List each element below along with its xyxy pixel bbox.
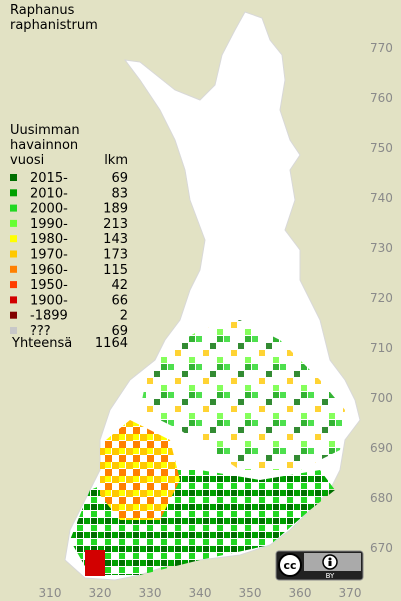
legend-swatch: [10, 296, 17, 304]
axes: 770 760 750 740 730 720 710 700 690 680 670 310 320 3…: [39, 41, 393, 600]
legend-count: 69: [111, 171, 128, 186]
y-axis-label: 720: [370, 291, 393, 305]
title-line: Raphanus: [10, 3, 75, 18]
y-axis-label: 740: [370, 191, 393, 205]
y-axis-label: 680: [370, 491, 393, 505]
legend: 2015- 69 2010- 83 2000- 189 1990- 213 1980- 143 19…: [10, 171, 128, 339]
legend-header: vuosi: [10, 153, 44, 168]
x-axis-label: 370: [339, 586, 362, 600]
legend-swatch: [10, 204, 17, 212]
legend-count: 173: [103, 248, 128, 263]
legend-swatch: [10, 265, 17, 273]
legend-swatch: [10, 281, 17, 289]
license-label: BY: [326, 572, 335, 580]
legend-count: 83: [111, 186, 128, 201]
x-axis-label: 330: [139, 586, 162, 600]
legend-count: 66: [111, 293, 128, 308]
x-axis-label: 360: [289, 586, 312, 600]
legend-label: 1960-: [30, 263, 68, 278]
legend-total-label: Yhteensä: [11, 336, 72, 351]
y-axis-label: 690: [370, 441, 393, 455]
x-axis-label: 310: [39, 586, 62, 600]
y-axis-label: 750: [370, 141, 393, 155]
legend-count: 143: [103, 232, 128, 247]
legend-swatch: [10, 189, 17, 197]
y-axis-label: 730: [370, 241, 393, 255]
x-axis-label: 350: [239, 586, 262, 600]
svg-text:cc: cc: [283, 559, 296, 572]
legend-label: 1990-: [30, 217, 68, 232]
y-axis-label: 710: [370, 341, 393, 355]
legend-count: 189: [103, 202, 128, 217]
records-red: [85, 550, 105, 576]
legend-count: 69: [111, 324, 128, 339]
legend-label: 1900-: [30, 293, 68, 308]
legend-label: ???: [30, 324, 51, 339]
legend-label: 2000-: [30, 202, 68, 217]
legend-swatch: [10, 174, 17, 181]
records-central: [140, 320, 345, 470]
legend-label: -1899: [30, 309, 68, 324]
legend-swatch: [10, 327, 17, 334]
legend-label: 2010-: [30, 186, 68, 201]
y-axis-label: 760: [370, 91, 393, 105]
y-axis-label: 770: [370, 41, 393, 55]
x-axis-label: 340: [189, 586, 212, 600]
legend-label: 1950-: [30, 278, 68, 293]
legend-header: havainnon: [10, 138, 78, 153]
title-line: raphanistrum: [10, 18, 98, 33]
legend-count: 115: [103, 263, 128, 278]
y-axis-label: 700: [370, 391, 393, 405]
records-southwest: [100, 420, 180, 520]
legend-label: 1980-: [30, 232, 68, 247]
title: Raphanus raphanistrum: [10, 3, 98, 33]
legend-swatch: [10, 250, 17, 258]
legend-total: 1164: [95, 336, 128, 351]
x-axis-label: 320: [89, 586, 112, 600]
legend-swatch: [10, 235, 17, 243]
legend-count-header: lkm: [104, 153, 128, 168]
legend-count: 2: [120, 309, 128, 324]
legend-label: 2015-: [30, 171, 68, 186]
legend-swatch: [10, 219, 17, 227]
license-badge: cc BY: [275, 550, 364, 581]
legend-header: Uusimman: [10, 123, 80, 138]
legend-swatch: [10, 311, 17, 319]
y-axis-label: 670: [370, 541, 393, 555]
legend-count: 42: [111, 278, 128, 293]
legend-count: 213: [103, 217, 128, 232]
legend-label: 1970-: [30, 248, 68, 263]
